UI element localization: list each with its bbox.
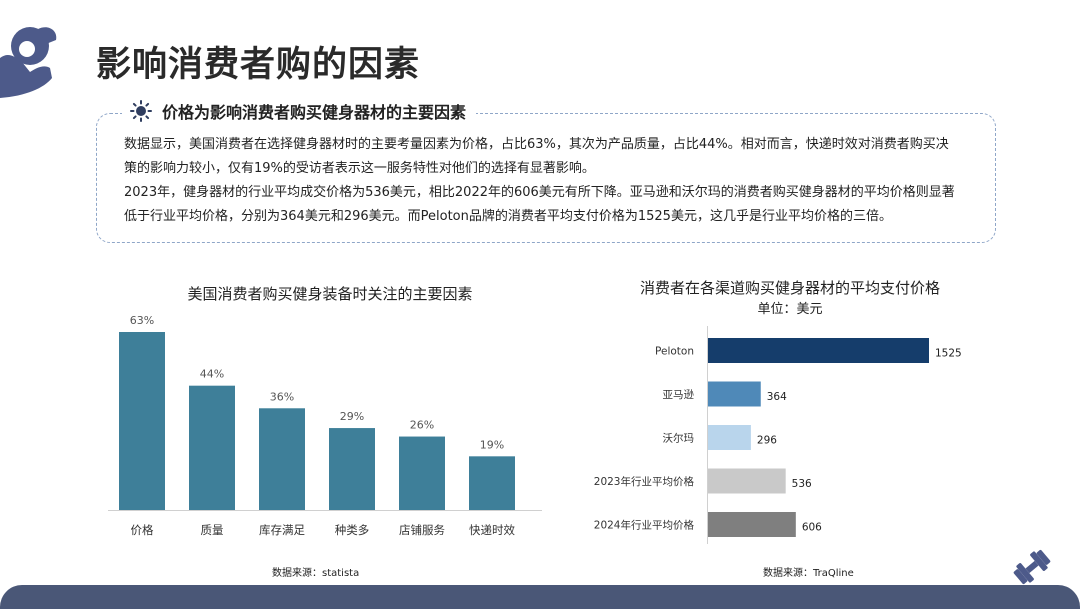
callout-line: 数据显示，美国消费者在选择健身器材时的主要考量因素为价格，占比63%，其次为产品… xyxy=(124,137,949,152)
bar xyxy=(259,408,305,510)
bar xyxy=(189,385,235,510)
tick-label: 亚马逊 xyxy=(663,389,695,401)
callout-heading: 价格为影响消费者购买健身器材的主要因素 xyxy=(162,103,467,122)
dumbbell-icon xyxy=(1013,549,1051,585)
tick-label: 店铺服务 xyxy=(399,523,445,537)
data-label: 606 xyxy=(802,522,822,534)
flexed-arm-icon xyxy=(0,27,57,98)
callout-box xyxy=(96,113,996,243)
tick-label: 2023年行业平均价格 xyxy=(594,475,695,488)
factors-bar-chart: 63% 价格 44% 质量 36% 库存满足 29% 种类多 26% 店铺服务 19% 快递时效 xyxy=(108,314,542,537)
left-chart-source: 数据来源：statista xyxy=(272,568,360,579)
data-label: 63% xyxy=(130,314,154,327)
bar xyxy=(399,436,445,510)
data-label: 536 xyxy=(792,478,812,490)
bar xyxy=(708,381,761,407)
tick-label: 库存满足 xyxy=(259,523,305,537)
data-label: 44% xyxy=(200,368,224,381)
tick-label: 质量 xyxy=(201,523,224,537)
tick-label: 快递时效 xyxy=(469,523,515,537)
right-chart-subtitle: 单位：美元 xyxy=(757,302,823,317)
bar xyxy=(708,338,929,363)
page-title: 影响消费者购的因素 xyxy=(96,45,421,85)
bar xyxy=(708,468,786,494)
bar xyxy=(329,428,375,510)
bar xyxy=(119,332,165,510)
tick-label: Peloton xyxy=(655,346,694,358)
data-label: 19% xyxy=(480,438,504,451)
tick-label: 价格 xyxy=(131,523,154,537)
callout-header: 价格为影响消费者购买健身器材的主要因素 xyxy=(122,99,477,123)
footer-bar xyxy=(0,585,1080,609)
right-chart-title: 消费者在各渠道购买健身器材的平均支付价格 xyxy=(639,279,940,297)
data-label: 36% xyxy=(270,390,294,403)
tick-label: 沃尔玛 xyxy=(663,432,695,445)
data-label: 296 xyxy=(757,435,777,447)
data-label: 26% xyxy=(410,419,434,432)
bar xyxy=(708,512,796,537)
callout-line: 低于行业平均价格，分别为364美元和296美元。而Peloton品牌的消费者平均… xyxy=(124,209,892,224)
data-label: 1525 xyxy=(935,348,962,360)
tick-label: 种类多 xyxy=(335,523,370,537)
callout-line: 2023年，健身器材的行业平均成交价格为536美元，相比2022年的606美元有… xyxy=(124,185,955,200)
bar xyxy=(469,456,515,510)
left-chart-title: 美国消费者购买健身装备时关注的主要因素 xyxy=(187,285,473,303)
data-label: 29% xyxy=(340,410,364,423)
tick-label: 2024年行业平均价格 xyxy=(594,519,695,532)
callout-line: 策的影响力较小，仅有19%的受访者表示这一服务特性对他们的选择有显著影响。 xyxy=(124,161,595,176)
right-chart-source: 数据来源：TraQline xyxy=(763,568,854,579)
bar xyxy=(708,425,751,450)
data-label: 364 xyxy=(767,391,787,403)
price-bar-chart: Peloton 1525 亚马逊 364 沃尔玛 296 2023年行业平均价格 536 202… xyxy=(594,326,962,544)
sun-icon xyxy=(130,100,152,122)
